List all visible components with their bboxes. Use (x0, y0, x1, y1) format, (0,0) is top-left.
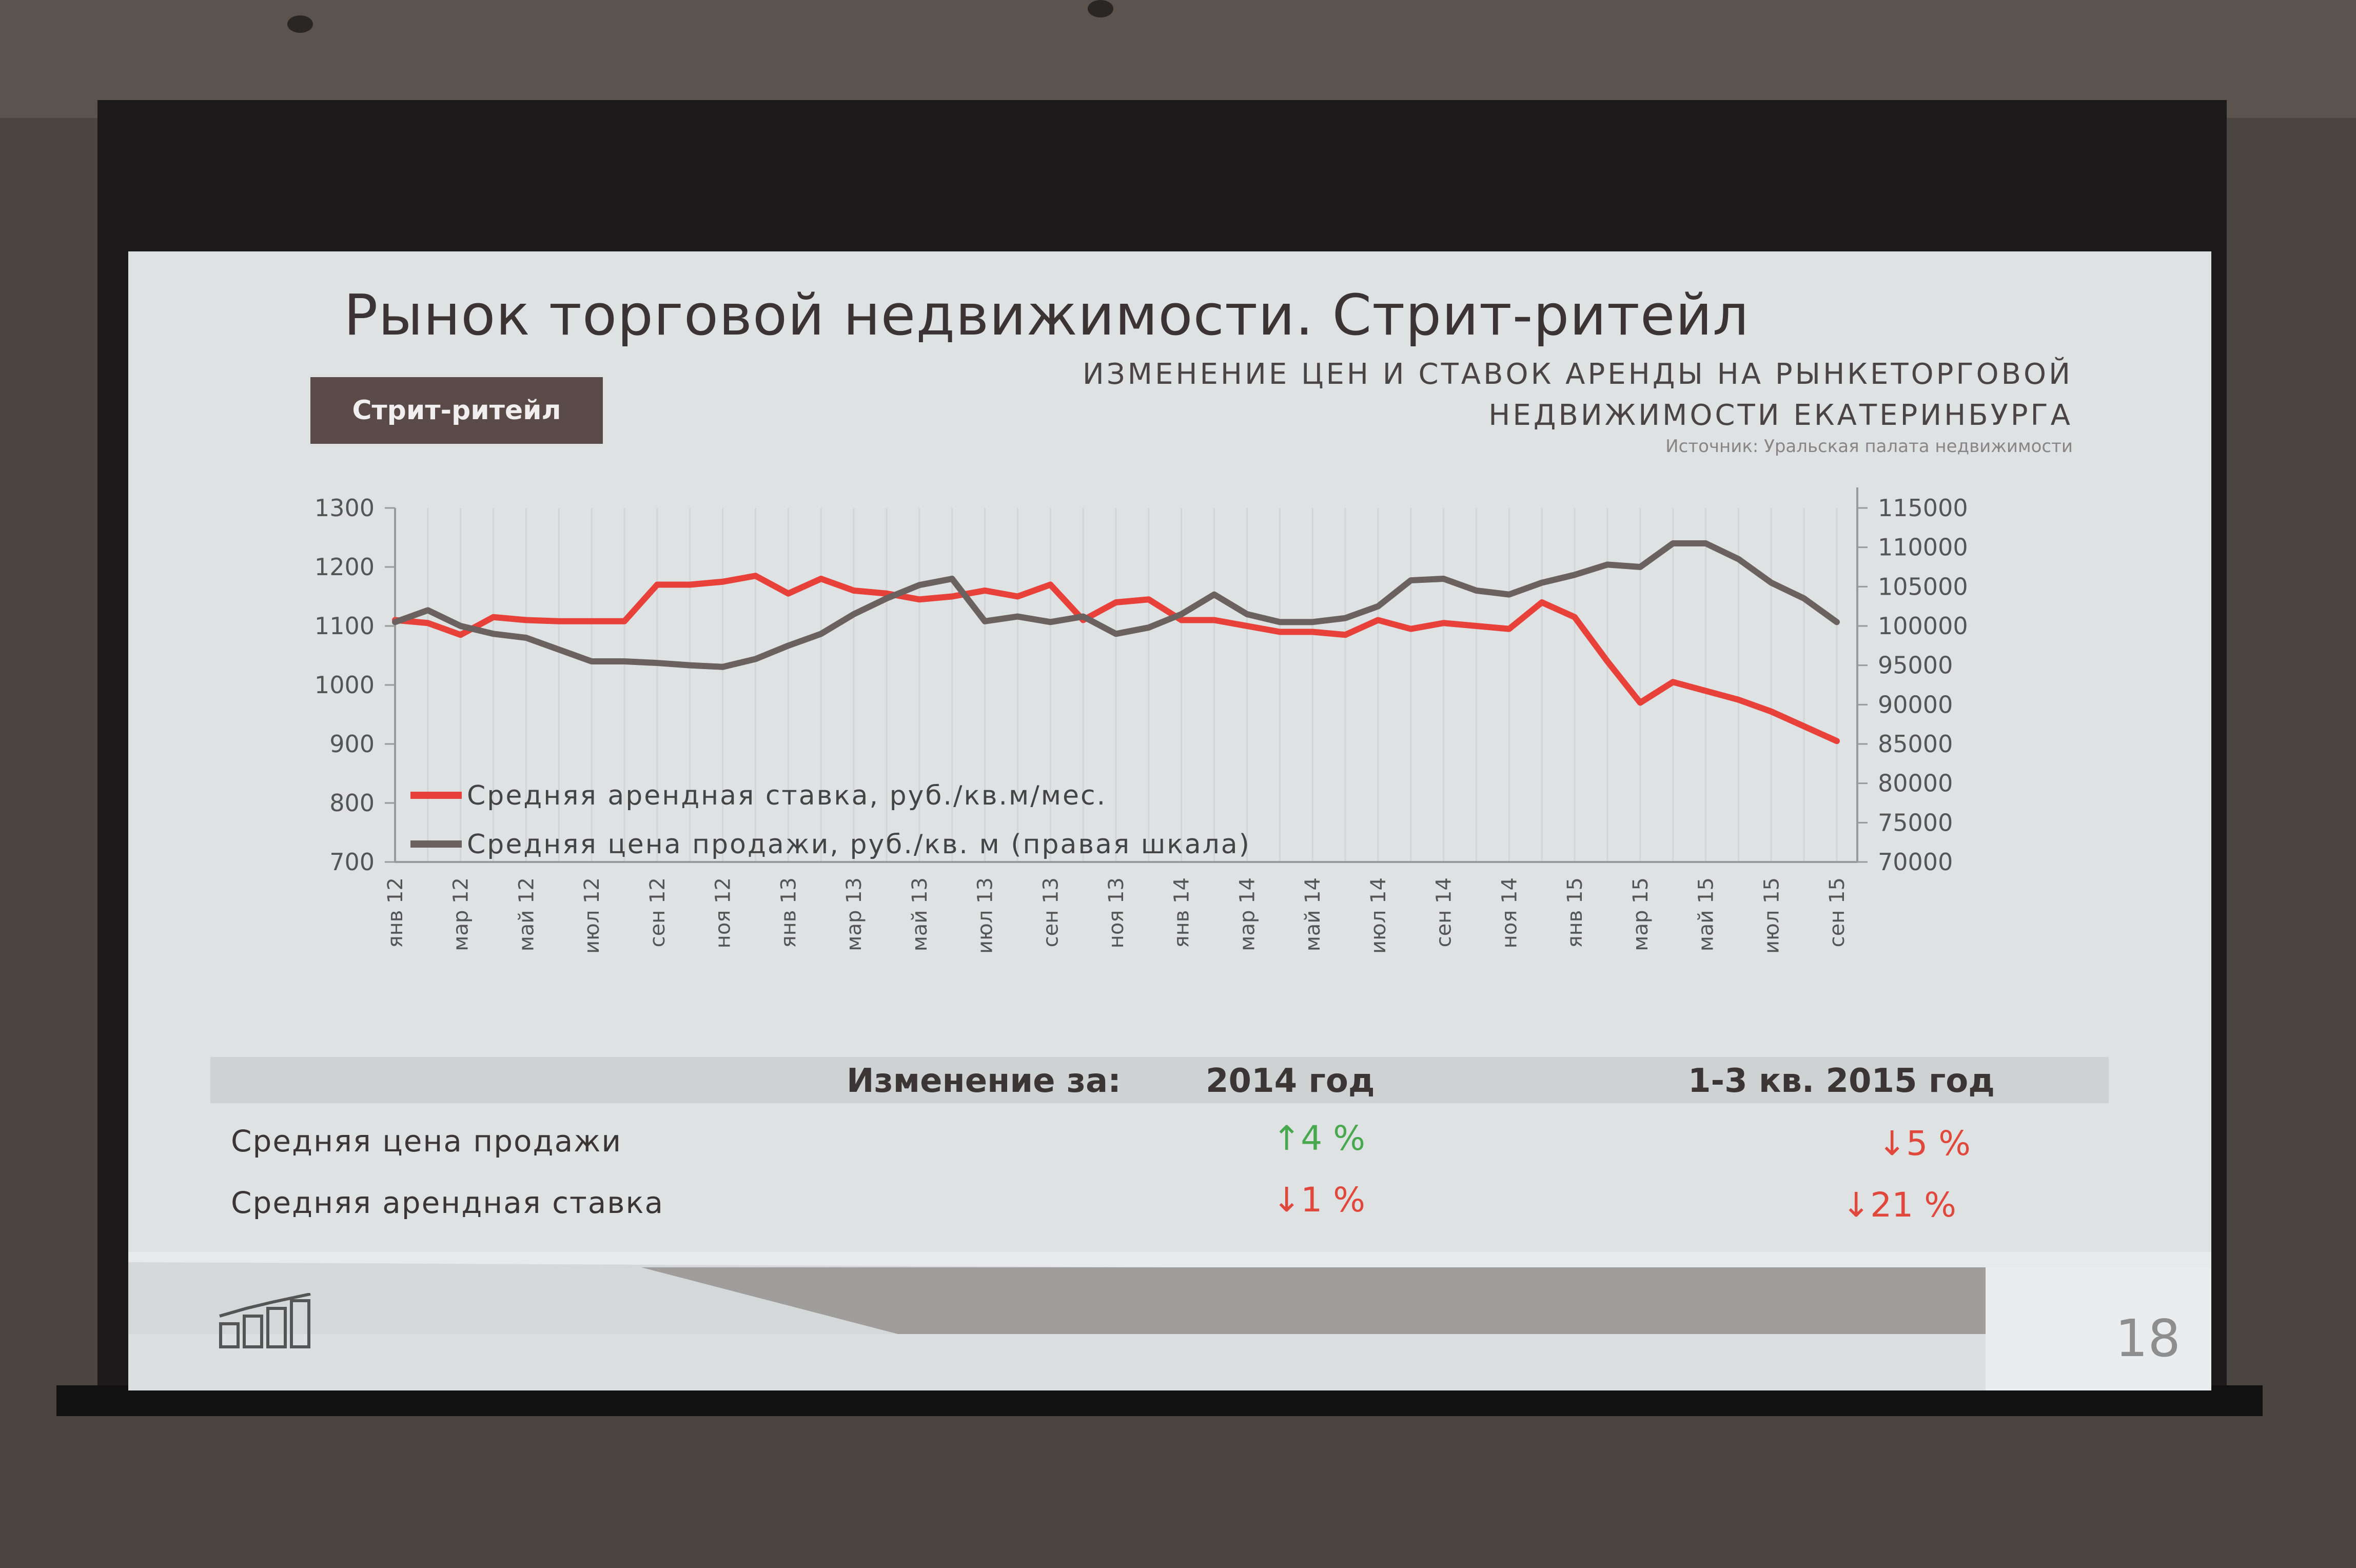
x-tick-label: июл 12 (580, 877, 604, 954)
x-tick-label: июл 15 (1760, 877, 1783, 954)
x-tick-label: ноя 13 (1105, 877, 1128, 948)
value-sale-price-2015: ↓5 % (1878, 1124, 1971, 1163)
right-tick-label: 105000 (1878, 573, 1968, 600)
x-tick-label: июл 14 (1367, 877, 1390, 954)
left-tick-label: 800 (329, 789, 375, 817)
right-tick-label: 75000 (1878, 809, 1953, 836)
left-tick-label: 700 (329, 848, 375, 876)
left-tick-label: 1100 (315, 612, 375, 640)
left-tick-label: 1000 (315, 671, 375, 699)
ceiling-lamp-right (1088, 0, 1113, 17)
right-tick-label: 110000 (1878, 534, 1968, 561)
value-sale-price-2014: ↑4 % (1272, 1119, 1365, 1158)
subtitle-line-1: ИЗМЕНЕНИЕ ЦЕН И СТАВОК АРЕНДЫ НА РЫНКЕТО… (1082, 358, 2073, 391)
bar-chart-logo-icon (219, 1293, 311, 1348)
slide-footer (128, 1252, 2211, 1390)
right-tick-label: 90000 (1878, 691, 1953, 718)
page-number: 18 (2115, 1308, 2181, 1368)
left-tick-label: 1300 (315, 494, 375, 522)
left-tick-label: 900 (329, 730, 375, 758)
value-rent-rate-2015: ↓21 % (1842, 1185, 1956, 1225)
x-tick-label: ноя 14 (1498, 877, 1521, 948)
right-tick-label: 80000 (1878, 770, 1953, 797)
line-chart: 700 800 900 1000 1100 1200 1300 70000 75000 80000… (315, 487, 1968, 954)
table-header-band (210, 1057, 2109, 1103)
x-tick-label: мар 13 (842, 877, 866, 951)
legend-label: Средняя арендная ставка, руб./кв.м/мес. (467, 780, 1107, 811)
right-tick-label: 70000 (1878, 848, 1953, 876)
row-label-sale-price: Средняя цена продажи (231, 1124, 622, 1159)
table-col-2014: 2014 год (1206, 1062, 1375, 1100)
ceiling-lamp-left (287, 15, 313, 33)
right-tick-label: 95000 (1878, 652, 1953, 679)
x-tick-label: сен 12 (646, 877, 670, 947)
series-line-price (392, 540, 1840, 670)
series-line-rent (392, 573, 1840, 744)
x-tick-label: ноя 12 (712, 877, 735, 948)
x-tick-label: сен 15 (1825, 877, 1849, 947)
x-tick-label: май 14 (1301, 877, 1325, 951)
x-tick-label: янв 14 (1170, 877, 1194, 948)
room-ceiling (0, 0, 2356, 118)
x-tick-label: май 12 (515, 877, 538, 951)
x-tick-label: мар 12 (449, 877, 473, 951)
x-tick-label: июл 13 (974, 877, 997, 954)
x-tick-label: сен 13 (1039, 877, 1063, 947)
slide-title: Рынок торговой недвижимости. Стрит-ритей… (344, 282, 1750, 348)
left-tick-label: 1200 (315, 553, 375, 581)
footer-decoration (128, 1252, 2211, 1390)
right-tick-label: 100000 (1878, 612, 1968, 640)
x-tick-label: янв 12 (384, 877, 407, 948)
value-rent-rate-2014: ↓1 % (1272, 1180, 1365, 1220)
legend-label: Средняя цена продажи, руб./кв. м (правая… (467, 829, 1251, 860)
x-tick-label: май 13 (908, 877, 932, 951)
right-tick-label: 115000 (1878, 494, 1968, 522)
x-tick-label: мар 15 (1629, 877, 1653, 951)
x-tick-label: сен 14 (1432, 877, 1456, 947)
presentation-slide: Рынок торговой недвижимости. Стрит-ритей… (128, 251, 2211, 1390)
chart-subtitle: ИЗМЕНЕНИЕ ЦЕН И СТАВОК АРЕНДЫ НА РЫНКЕТО… (893, 354, 2073, 436)
source-note: Источник: Уральская палата недвижимости (1665, 436, 2073, 457)
x-tick-label: май 15 (1695, 877, 1718, 951)
table-col-2015: 1-3 кв. 2015 год (1688, 1062, 1995, 1100)
x-tick-label: янв 15 (1563, 877, 1587, 948)
subtitle-line-2: НЕДВИЖИМОСТИ ЕКАТЕРИНБУРГА (1488, 399, 2073, 432)
section-tag: Стрит-ритейл (310, 377, 603, 444)
table-header-label: Изменение за: (847, 1062, 1121, 1100)
x-tick-label: янв 13 (777, 877, 800, 948)
row-label-rent-rate: Средняя арендная ставка (231, 1185, 664, 1220)
right-tick-label: 85000 (1878, 730, 1953, 758)
x-tick-label: мар 14 (1235, 877, 1259, 951)
screen-bottom-bar (56, 1385, 2263, 1416)
